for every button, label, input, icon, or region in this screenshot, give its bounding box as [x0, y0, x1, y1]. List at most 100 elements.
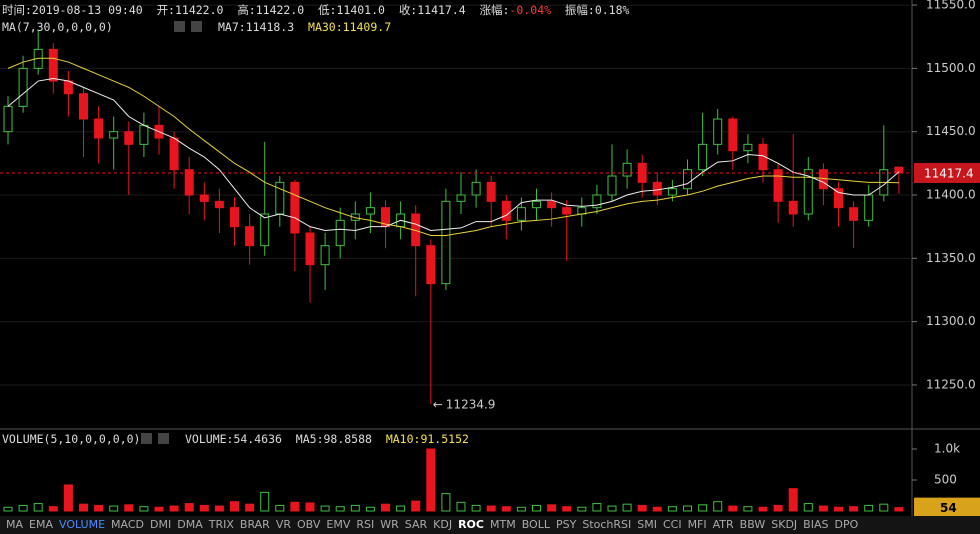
y-tick-label: 11350.0: [926, 251, 976, 265]
indicator-tab[interactable]: ATR: [712, 518, 734, 531]
volume-bar: [864, 504, 874, 512]
candle-body: [788, 200, 798, 215]
candle-body: [199, 194, 209, 202]
volume-bar: [335, 506, 345, 512]
candle-body: [622, 162, 632, 177]
volume-bar: [94, 504, 104, 512]
volume-bar: [260, 491, 270, 512]
indicator-tab[interactable]: ROC: [458, 518, 484, 531]
volume-bar: [305, 502, 315, 512]
header-item: 高:11422.0: [237, 3, 305, 17]
min-label: 11234.9: [446, 398, 496, 412]
candle-body: [728, 118, 738, 152]
volume-bar: [63, 484, 73, 512]
legend-item: MA10:91.5152: [385, 432, 469, 446]
volume-bar: [139, 506, 149, 512]
candle-body: [683, 169, 692, 190]
candle-body: [698, 143, 708, 171]
indicator-tab[interactable]: DMI: [150, 518, 172, 531]
indicator-tab[interactable]: WR: [380, 518, 399, 531]
volume-bar: [562, 506, 572, 512]
candle-body: [864, 194, 874, 221]
volume-bar: [365, 506, 375, 512]
volume-bar: [18, 504, 28, 512]
indicator-tab[interactable]: VR: [275, 518, 291, 531]
indicator-tab[interactable]: PSY: [555, 518, 577, 531]
indicator-tab[interactable]: MTM: [489, 518, 516, 531]
indicator-tab[interactable]: SAR: [404, 518, 428, 531]
volume-bar: [124, 504, 134, 512]
candle-body: [713, 118, 723, 145]
volume-tag: [914, 497, 980, 518]
indicator-tab[interactable]: RSI: [356, 518, 375, 531]
indicator-tab[interactable]: StochRSI: [582, 518, 632, 531]
indicator-tab[interactable]: VOLUME: [58, 518, 106, 531]
candle-body: [441, 200, 451, 285]
indicator-tab[interactable]: EMV: [326, 518, 351, 531]
price-tag-label: 11417.4: [924, 166, 974, 180]
volume-bar: [637, 504, 647, 512]
volume-bar: [350, 504, 360, 512]
volume-bar: [652, 506, 662, 512]
volume-bar: [33, 503, 43, 512]
legend-item: MA7:11418.3: [218, 20, 295, 34]
indicator-tab[interactable]: SKDJ: [771, 518, 798, 531]
indicator-tab[interactable]: MA: [6, 518, 24, 531]
volume-bar: [320, 505, 330, 512]
settings-icon[interactable]: [174, 21, 185, 32]
volume-bar: [758, 506, 768, 512]
volume-bar: [577, 506, 587, 512]
volume-bar: [683, 505, 692, 512]
volume-bar: [3, 506, 13, 512]
close-icon[interactable]: [158, 433, 169, 444]
legend-item: MA5:98.8588: [295, 432, 372, 446]
indicator-tab[interactable]: TRIX: [208, 518, 234, 531]
indicator-tab[interactable]: OBV: [297, 518, 321, 531]
candle-body: [184, 169, 194, 196]
indicator-tab[interactable]: BOLL: [521, 518, 550, 531]
indicator-tab[interactable]: SMI: [637, 518, 657, 531]
volume-bar: [667, 506, 677, 512]
indicator-tab[interactable]: BIAS: [803, 518, 829, 531]
indicator-tab[interactable]: MFI: [687, 518, 707, 531]
candle-body: [652, 181, 662, 196]
y-tick-label: 11550.0: [926, 0, 976, 12]
candle-body: [834, 188, 843, 209]
candle-body: [456, 194, 466, 202]
candle-body: [94, 118, 104, 139]
candle-body: [547, 200, 557, 209]
volume-bar: [622, 503, 632, 512]
close-icon[interactable]: [191, 21, 202, 32]
volume-bar: [849, 506, 859, 512]
settings-icon[interactable]: [141, 433, 152, 444]
volume-bar: [803, 503, 813, 512]
volume-bar: [154, 506, 164, 512]
indicator-tab[interactable]: DMA: [177, 518, 203, 531]
legend-item: MA30:11409.7: [308, 20, 392, 34]
indicator-tab[interactable]: BRAR: [239, 518, 270, 531]
candle-body: [290, 181, 300, 234]
candle-body: [849, 207, 859, 221]
ma-legend: MA(7,30,0,0,0,0): [2, 20, 113, 34]
volume-bar: [396, 505, 406, 512]
indicator-tab[interactable]: BBW: [739, 518, 766, 531]
candle-body: [607, 175, 617, 196]
ma-legend: MA7:11418.3 MA30:11409.7: [218, 20, 391, 34]
volume-bar: [743, 506, 753, 512]
candle-body: [350, 213, 360, 221]
volume-bar: [290, 501, 300, 512]
header-item: 时间:2019-08-13 09:40: [2, 3, 143, 17]
indicator-tab[interactable]: DPO: [834, 518, 859, 531]
volume-legend: VOLUME:54.4636 MA5:98.8588 MA10:91.5152: [185, 432, 469, 446]
indicator-tab[interactable]: MACD: [111, 518, 145, 531]
header: 时间:2019-08-13 09:40 开:11422.0 高:11422.0 …: [2, 2, 629, 18]
legend-item: VOLUME(5,10,0,0,0,0): [2, 432, 141, 446]
indicator-tab[interactable]: EMA: [29, 518, 53, 531]
volume-bar: [516, 506, 526, 512]
indicator-tab[interactable]: KDJ: [433, 518, 453, 531]
candle-body: [516, 207, 526, 221]
volume-bar: [214, 505, 224, 512]
volume-bar: [381, 503, 390, 512]
indicator-tab[interactable]: CCI: [662, 518, 682, 531]
